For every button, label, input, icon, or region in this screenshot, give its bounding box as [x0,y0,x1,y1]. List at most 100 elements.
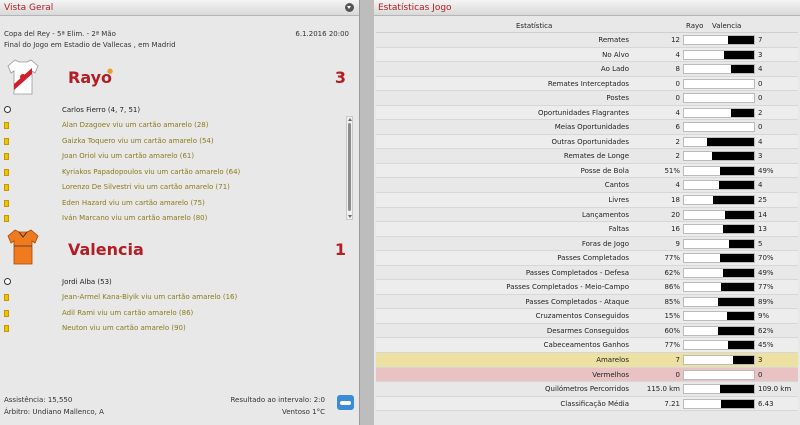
event-row: Alan Dzagoev viu um cartão amarelo (28) [4,119,344,135]
stat-bar [683,122,755,133]
scrollbar-thumb[interactable] [348,123,351,211]
away-team-header: Valencia 1 [4,228,354,268]
stat-home-value: 4 [675,50,680,59]
event-row: Kyriakos Papadopoulos viu um cartão amar… [4,166,344,182]
event-text[interactable]: Lorenzo De Silvestri viu um cartão amare… [62,183,230,191]
stat-away-value: 3 [758,152,763,161]
yellow-card-icon [4,137,9,145]
column-stat: Estatística [516,22,553,30]
stat-label: Posse de Bola [580,166,629,175]
event-text[interactable]: Neuton viu um cartão amarelo (90) [62,324,186,332]
home-team-name[interactable]: Rayo [68,68,113,87]
stat-bar-away-fill [721,283,754,292]
stat-away-value: 13 [758,225,767,234]
stat-bar-away-fill [719,385,754,394]
column-away[interactable]: Valencia [712,22,742,30]
stat-bar-away-fill [713,196,754,205]
stat-row: Amarelos 7 3 [376,353,798,368]
stat-row: Meias Oportunidades 6 0 [376,120,798,135]
column-home[interactable]: Rayo [686,22,704,30]
collapse-icon[interactable] [345,3,354,12]
scroll-up-icon[interactable] [348,118,352,121]
event-row: Eden Hazard viu um cartão amarelo (75) [4,197,344,213]
stat-row: Outras Oportunidades 2 4 [376,134,798,150]
yellow-card-icon [4,215,9,222]
stat-away-value: 2 [758,108,763,117]
stat-label: Passes Completados - Ataque [525,297,629,306]
weather-text: Ventoso 1°C [281,408,325,416]
event-text[interactable]: Kyriakos Papadopoulos viu um cartão amar… [62,167,241,176]
stat-label: Foras de Jogo [581,239,629,248]
event-text[interactable]: Jean-Armel Kana-Biyik viu um cartão amar… [62,293,238,301]
stat-bar [683,93,755,104]
stat-row: Cruzamentos Conseguidos 15% 9% [376,309,798,324]
stat-home-value: 7.21 [664,399,680,408]
stats-header: Estatísticas Jogo [374,0,800,16]
stat-away-value: 45% [758,341,774,350]
event-text[interactable]: Adil Rami viu um cartão amarelo (86) [62,308,194,317]
stat-away-value: 6.43 [758,399,774,408]
stat-away-value: 49% [758,268,774,277]
overview-title: Vista Geral [4,3,54,13]
stat-row: Passes Completados - Meio-Campo 86% 77% [376,280,798,295]
event-text[interactable]: Alan Dzagoev viu um cartão amarelo (28) [62,121,209,129]
stat-bar-away-fill [720,254,754,263]
stat-home-value: 0 [675,370,680,379]
event-text[interactable]: Eden Hazard viu um cartão amarelo (75) [62,198,205,207]
stat-bar-away-fill [722,225,754,234]
stat-home-value: 2 [675,137,680,146]
away-scorers[interactable]: Jordi Alba (53) [62,278,112,286]
halftime-result: Resultado ao intervalo: 2:0 [230,396,326,404]
stat-home-value: 85% [664,297,680,306]
weather-cloud-icon [337,395,354,410]
stat-row: Passes Completados 77% 70% [376,251,798,266]
stat-bar [683,151,755,162]
stat-home-value: 4 [675,108,680,117]
stat-label: Remates de Longe [563,152,629,161]
stat-away-value: 89% [758,297,774,306]
stat-home-value: 86% [664,283,680,292]
stat-bar-away-fill [728,239,754,248]
stat-bar [683,136,755,147]
home-scorers[interactable]: Carlos Fierro (4, 7, 51) [62,106,141,114]
stat-bar [683,253,755,264]
scroll-down-icon[interactable] [348,215,352,218]
stat-label: Remates Interceptados [547,79,629,88]
stat-bar [683,238,755,249]
stat-bar-away-fill [727,312,754,321]
event-text[interactable]: Iván Marcano viu um cartão amarelo (80) [62,214,208,222]
stat-bar [683,311,755,322]
stat-bar-away-fill [719,181,754,190]
stat-bar-away-fill [728,341,754,350]
stat-away-value: 4 [758,181,763,190]
favorite-star-icon: ● [107,67,114,75]
stat-bar [683,49,755,60]
referee-text[interactable]: Árbitro: Undiano Mallenco, A [4,408,104,416]
away-goals: Jordi Alba (53) [4,278,344,288]
stat-bar [683,195,755,206]
stat-bar [683,64,755,75]
stat-bar [683,35,755,45]
stats-column-header: Estatística Rayo Valencia [376,20,798,33]
stat-away-value: 109.0 km [758,385,792,394]
stat-row: Postes 0 0 [376,91,798,106]
away-team-name[interactable]: Valencia [68,240,144,259]
stat-bar [683,355,755,366]
home-team-header: Rayo ● 3 [4,58,354,98]
events-scrollbar[interactable] [346,116,353,220]
yellow-card-icon [4,168,9,176]
event-text[interactable]: Joan Oriol viu um cartão amarelo (61) [62,152,195,160]
stat-row: Foras de Jogo 9 5 [376,237,798,252]
event-row: Joan Oriol viu um cartão amarelo (61) [4,150,344,166]
stat-away-value: 0 [758,370,763,379]
stat-away-value: 70% [758,254,774,263]
event-text[interactable]: Gaizka Toquero viu um cartão amarelo (54… [62,136,214,145]
stat-label: Oportunidades Flagrantes [537,108,629,117]
stat-home-value: 7 [675,356,680,365]
match-stats-panel: Estatísticas Jogo Estatística Rayo Valen… [374,0,800,425]
stats-table: Estatística Rayo Valencia Remates 12 7 No A… [376,20,798,412]
stat-bar-away-fill [723,268,754,277]
stat-label: Passes Completados - Meio-Campo [506,283,629,292]
stat-bar-away-fill [718,326,754,335]
stat-row: Vermelhos 0 0 [376,367,798,383]
